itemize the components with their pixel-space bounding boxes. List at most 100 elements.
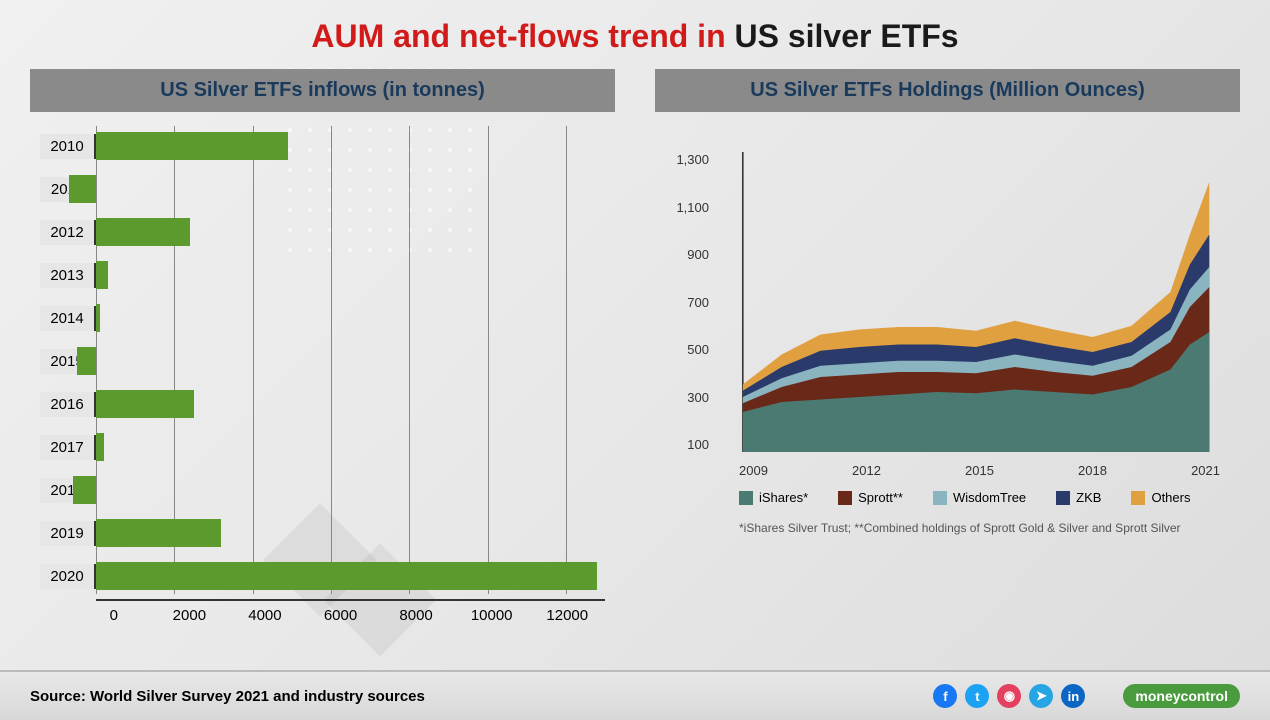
bar-row: 2013: [40, 255, 605, 295]
x-tick: 10000: [454, 607, 530, 624]
area-svg: [685, 152, 1220, 452]
bar-row: 2011: [40, 169, 605, 209]
bar-container: [96, 513, 605, 553]
instagram-icon[interactable]: ◉: [997, 684, 1021, 708]
bar: [96, 304, 100, 332]
facebook-icon[interactable]: f: [933, 684, 957, 708]
legend-item: iShares*: [739, 490, 808, 505]
title-part1: AUM and net-flows trend in: [311, 18, 734, 54]
x-tick: 2021: [1191, 463, 1220, 478]
social-icons: ft ◉ ➤ in moneycontrol: [933, 684, 1240, 708]
bar-container: [96, 255, 605, 295]
bar-container: [96, 556, 605, 596]
footnote: *iShares Silver Trust; **Combined holdin…: [685, 505, 1220, 537]
x-tick: 0: [76, 607, 152, 624]
bar-container: [96, 212, 605, 252]
bar-container: [96, 169, 605, 209]
bar-chart-panel: US Silver ETFs inflows (in tonnes) 20102…: [30, 69, 615, 634]
bar-row: 2018: [40, 470, 605, 510]
legend-swatch: [838, 491, 852, 505]
bar-rows: 2010 2011 2012 2013 2014 2015 2016 2017 2018 2019…: [40, 126, 605, 596]
chart-row: US Silver ETFs inflows (in tonnes) 20102…: [0, 69, 1270, 634]
bar-row: 2017: [40, 427, 605, 467]
legend-label: WisdomTree: [953, 490, 1026, 505]
x-tick: 2018: [1078, 463, 1107, 478]
year-label: 2010: [40, 134, 96, 159]
bar-row: 2016: [40, 384, 605, 424]
brand-logo: moneycontrol: [1123, 684, 1240, 708]
area-chart-title: US Silver ETFs Holdings (Million Ounces): [655, 69, 1240, 112]
source-text: Source: World Silver Survey 2021 and ind…: [30, 688, 425, 705]
linkedin-icon[interactable]: in: [1061, 684, 1085, 708]
title-part2: US silver ETFs: [735, 18, 959, 54]
legend-item: WisdomTree: [933, 490, 1026, 505]
bar-row: 2019: [40, 513, 605, 553]
bar: [96, 132, 288, 160]
y-tick: 300: [665, 390, 709, 405]
area-x-axis: 20092012201520182021: [685, 457, 1220, 478]
legend-label: ZKB: [1076, 490, 1101, 505]
legend-label: Others: [1151, 490, 1190, 505]
bar: [77, 347, 96, 375]
bar-container: [96, 298, 605, 338]
year-label: 2019: [40, 521, 96, 546]
bar-row: 2010: [40, 126, 605, 166]
bar-container: [96, 427, 605, 467]
source-bar: Source: World Silver Survey 2021 and ind…: [0, 670, 1270, 720]
legend-label: Sprott**: [858, 490, 903, 505]
bar: [96, 519, 221, 547]
x-tick: 12000: [529, 607, 605, 624]
year-label: 2016: [40, 392, 96, 417]
x-tick: 2009: [739, 463, 768, 478]
y-tick: 700: [665, 295, 709, 310]
legend-item: Others: [1131, 490, 1190, 505]
year-label: 2017: [40, 435, 96, 460]
bar: [96, 433, 104, 461]
bar: [69, 175, 96, 203]
legend-item: ZKB: [1056, 490, 1101, 505]
bar-container: [96, 126, 605, 166]
bar-container: [96, 470, 605, 510]
bar: [96, 218, 190, 246]
bar: [73, 476, 96, 504]
bar-row: 2015: [40, 341, 605, 381]
bar-chart-title: US Silver ETFs inflows (in tonnes): [30, 69, 615, 112]
y-tick: 900: [665, 247, 709, 262]
year-label: 2013: [40, 263, 96, 288]
bar: [96, 562, 597, 590]
y-tick: 100: [665, 437, 709, 452]
x-tick: 6000: [303, 607, 379, 624]
area-chart-area: 1,3001,100900700500300100 20092012201520…: [655, 112, 1240, 532]
y-tick: 1,100: [665, 200, 709, 215]
telegram-icon[interactable]: ➤: [1029, 684, 1053, 708]
year-label: 2012: [40, 220, 96, 245]
bar-row: 2014: [40, 298, 605, 338]
year-label: 2014: [40, 306, 96, 331]
bar-row: 2012: [40, 212, 605, 252]
bar: [96, 261, 108, 289]
legend-swatch: [739, 491, 753, 505]
area-chart-panel: US Silver ETFs Holdings (Million Ounces)…: [655, 69, 1240, 634]
y-tick: 500: [665, 342, 709, 357]
bar-chart-area: 2010 2011 2012 2013 2014 2015 2016 2017 2018 2019…: [30, 112, 615, 634]
y-tick: 1,300: [665, 152, 709, 167]
legend-item: Sprott**: [838, 490, 903, 505]
bar-container: [96, 384, 605, 424]
legend-swatch: [933, 491, 947, 505]
area-legend: iShares* Sprott** WisdomTree ZKB Others: [685, 478, 1220, 505]
x-tick: 8000: [378, 607, 454, 624]
x-tick: 2000: [152, 607, 228, 624]
bar-row: 2020: [40, 556, 605, 596]
twitter-icon[interactable]: t: [965, 684, 989, 708]
area-y-axis: 1,300 1,100 900 700 500 300 100: [665, 152, 709, 452]
x-tick: 2015: [965, 463, 994, 478]
x-tick: 4000: [227, 607, 303, 624]
year-label: 2020: [40, 564, 96, 589]
bar-container: [96, 341, 605, 381]
legend-swatch: [1056, 491, 1070, 505]
legend-label: iShares*: [759, 490, 808, 505]
bar: [96, 390, 194, 418]
legend-swatch: [1131, 491, 1145, 505]
bar-x-axis: 020004000600080001000012000: [96, 599, 605, 624]
main-title: AUM and net-flows trend in US silver ETF…: [0, 0, 1270, 69]
